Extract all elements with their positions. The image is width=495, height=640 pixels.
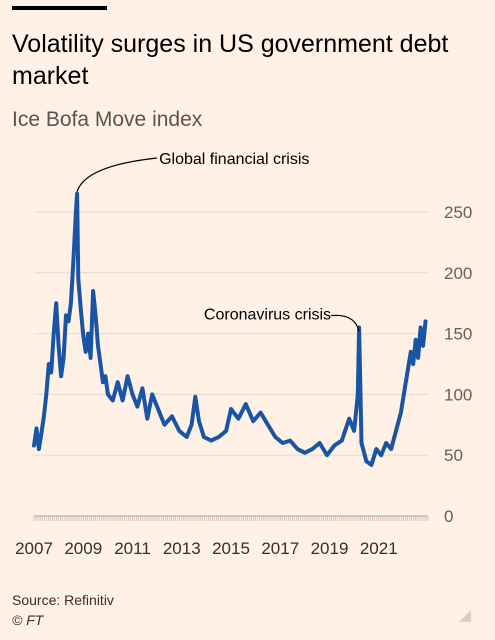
x-tick-label: 2009 xyxy=(64,539,102,558)
annotation-leader xyxy=(331,314,360,332)
chart-title: Volatility surges in US government debt … xyxy=(12,30,449,90)
y-tick-labels: 0 50 100 150 200 250 xyxy=(444,203,472,526)
x-tick-label: 2021 xyxy=(360,539,398,558)
annotation-label: Global financial crisis xyxy=(159,151,309,168)
x-tick-label: 2007 xyxy=(15,539,53,558)
y-tick-label: 50 xyxy=(444,446,463,465)
chart-subtitle: Ice Bofa Move index xyxy=(12,108,203,131)
series-line xyxy=(32,191,428,467)
annotation-leader xyxy=(76,157,158,192)
annotations: Global financial crisis Coronavirus crisi… xyxy=(76,151,360,332)
y-tick-label: 0 xyxy=(444,507,453,526)
ft-credit: © FT xyxy=(12,612,44,628)
x-axis xyxy=(33,515,429,521)
x-tick-label: 2015 xyxy=(212,539,250,558)
y-tick-label: 250 xyxy=(444,203,472,222)
y-tick-label: 200 xyxy=(444,264,472,283)
x-tick-label: 2019 xyxy=(311,539,349,558)
y-tick-label: 150 xyxy=(444,325,472,344)
y-tick-label: 100 xyxy=(444,385,472,404)
corner-resize-icon xyxy=(459,610,471,622)
x-tick-label: 2013 xyxy=(163,539,201,558)
x-tick-labels: 2007 2009 2011 2013 2015 2017 2019 2021 xyxy=(15,539,398,558)
ft-top-bar xyxy=(12,6,107,10)
x-tick-label: 2017 xyxy=(261,539,299,558)
annotation-label: Coronavirus crisis xyxy=(204,307,331,324)
source-note: Source: Refinitiv xyxy=(12,592,114,608)
x-tick-label: 2011 xyxy=(114,539,151,558)
chart-plot: 0 50 100 150 200 250 2007 2009 2011 2013 2015 2017… xyxy=(15,151,472,558)
